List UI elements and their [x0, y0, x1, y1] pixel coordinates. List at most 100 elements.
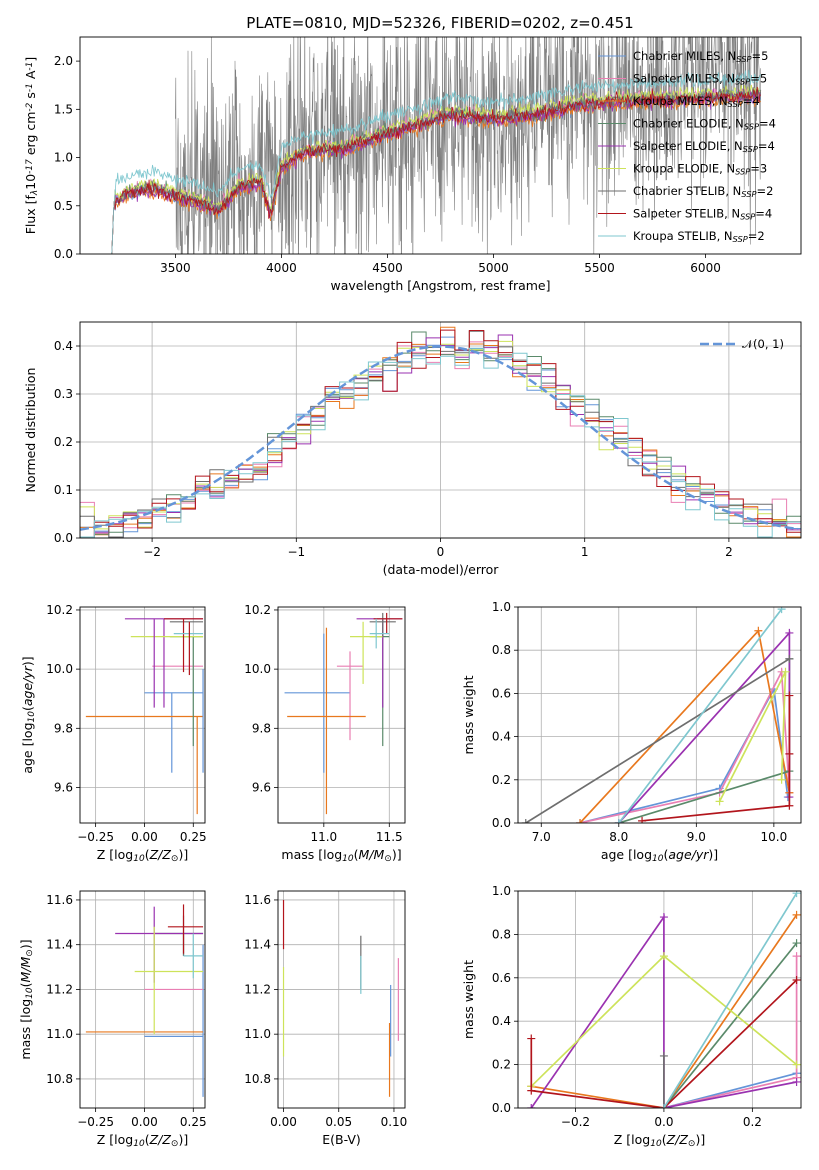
point-marker: [792, 910, 801, 919]
y-axis-label: mass [log10(M/M⊙)]: [18, 939, 35, 1059]
x-tick-label: 6000: [690, 261, 721, 275]
panel-spectrum: 3500 4000 4500 5000 5500 6000 0.0 0.5 1.0 1.5 2.0 w…: [23, 36, 802, 293]
y-tick-label: 11.6: [46, 893, 73, 907]
x-tick-label: −2: [143, 545, 161, 559]
weight-line: [618, 658, 791, 823]
y-tick-label: 11.4: [244, 938, 271, 952]
x-tick-label: −0.2: [561, 1115, 590, 1129]
model-line-salpeter-stelib: [111, 86, 761, 254]
panel-age_mass: 11.0 11.5 9.6 9.8 10.0 10.2 mass [log10(M/M⊙)]: [244, 603, 406, 864]
panel-mass_Z: −0.25 0.00 0.25 10.8 11.0 11.2 11.4 11.6 Z [log1…: [18, 890, 207, 1149]
y-tick-label: 9.6: [252, 780, 271, 794]
y-tick-label: 1.0: [492, 884, 511, 898]
x-tick-label: 0: [437, 545, 445, 559]
y-tick-label: 1.0: [54, 151, 73, 165]
panel-weight_age: 7.0 8.0 9.0 10.0 0.0 0.2 0.4 0.6 0.8 1.0 age [log1…: [461, 600, 802, 864]
point-marker: [527, 1086, 536, 1095]
x-tick-label: 0.05: [325, 1115, 352, 1129]
weight-line: [618, 608, 783, 823]
legend-entry: Kroupa ELODIE, NSSP=3: [633, 162, 767, 177]
y-tick-label: 0.2: [54, 435, 73, 449]
x-axis-label: wavelength [Angstrom, rest frame]: [330, 278, 550, 293]
weight-line: [663, 942, 798, 1108]
y-tick-label: 11.0: [244, 1027, 271, 1041]
plot-area: [527, 891, 801, 1108]
point-marker: [715, 797, 724, 806]
model-line-kroupa-stelib: [111, 69, 762, 254]
y-tick-label: 10.0: [46, 662, 73, 676]
point-marker: [792, 1060, 801, 1069]
x-axis-label: mass [log10(M/M⊙)]: [281, 847, 401, 864]
x-tick-label: 0.2: [743, 1115, 762, 1129]
panel-histogram: −2 −1 0 1 2 0.0 0.1 0.2 0.3 0.4 (data-model)/error…: [23, 321, 802, 577]
point-marker: [785, 749, 794, 758]
y-tick-label: 0.0: [492, 816, 511, 830]
x-axis-label: (data-model)/error: [383, 562, 500, 577]
point-marker: [792, 952, 801, 961]
panel-age_Z: −0.25 0.00 0.25 9.6 9.8 10.0 10.2 Z [log10(Z/Z⊙…: [20, 603, 207, 864]
x-tick-label: 5500: [584, 261, 615, 275]
point-marker: [785, 654, 794, 663]
point-marker: [777, 775, 786, 784]
point-marker: [792, 975, 801, 984]
y-tick-label: 0.6: [492, 686, 511, 700]
y-tick-label: 0.0: [54, 247, 73, 261]
axes-frame: [79, 36, 802, 255]
x-tick-label: 0.00: [270, 1115, 297, 1129]
y-tick-label: 0.2: [492, 773, 511, 787]
y-tick-label: 11.2: [244, 982, 271, 996]
x-tick-label: −0.25: [77, 830, 114, 844]
legend-entry: Salpeter MILES, NSSP=5: [633, 72, 767, 87]
x-tick-label: 3500: [160, 261, 191, 275]
point-marker: [781, 667, 790, 676]
x-tick-label: 7.0: [532, 830, 551, 844]
x-tick-label: 8.0: [609, 830, 628, 844]
y-tick-label: 0.6: [492, 971, 511, 985]
plot-area: [282, 899, 399, 1097]
plot-area: [284, 612, 403, 815]
y-tick-label: 0.2: [492, 1058, 511, 1072]
y-tick-label: 0.4: [492, 1014, 511, 1028]
legend-entry: 𝒩(0, 1): [742, 337, 784, 351]
legend-entry: Salpeter STELIB, NSSP=4: [633, 207, 772, 222]
point-marker: [785, 691, 794, 700]
x-tick-label: 1: [581, 545, 589, 559]
legend-entry: Chabrier MILES, NSSP=5: [633, 49, 768, 64]
x-tick-label: −1: [287, 545, 305, 559]
y-tick-label: 11.2: [46, 982, 73, 996]
axes-frame: [277, 890, 406, 1109]
y-tick-label: 10.2: [244, 603, 271, 617]
x-tick-label: 0.25: [180, 830, 207, 844]
y-tick-label: 0.8: [492, 643, 511, 657]
y-axis-label: mass weight: [461, 675, 476, 754]
x-tick-label: 5000: [478, 261, 509, 275]
axes-frame: [79, 606, 206, 824]
plot-area: [80, 326, 801, 538]
y-tick-label: 9.8: [252, 721, 271, 735]
data-spectrum-line: [175, 37, 761, 254]
weight-line: [579, 668, 791, 823]
x-tick-label: 11.5: [376, 830, 403, 844]
point-marker: [754, 626, 763, 635]
point-marker: [785, 801, 794, 810]
point-marker: [576, 819, 585, 823]
legend-entry: Chabrier STELIB, NSSP=2: [633, 184, 773, 199]
weight-line: [530, 979, 798, 1108]
x-tick-label: 4000: [266, 261, 297, 275]
axes-frame: [277, 606, 406, 824]
point-marker: [659, 1104, 668, 1108]
panel-mass_EBV: 0.00 0.05 0.10 10.8 11.0 11.2 11.4 11.6 E(B-V): [244, 890, 407, 1147]
x-tick-label: 2: [725, 545, 733, 559]
legend-entry: Chabrier ELODIE, NSSP=4: [633, 117, 776, 132]
weight-line: [642, 695, 791, 822]
x-axis-label: age [log10(age/yr)]: [601, 847, 718, 864]
point-marker: [659, 913, 668, 922]
y-tick-label: 11.6: [244, 893, 271, 907]
legend-entry: Kroupa STELIB, NSSP=2: [633, 229, 765, 244]
y-axis-label: mass weight: [461, 960, 476, 1039]
y-tick-label: 9.6: [54, 780, 73, 794]
plot-area: [521, 607, 794, 823]
y-tick-label: 0.1: [54, 483, 73, 497]
weight-line: [530, 914, 797, 1108]
y-tick-label: 10.8: [46, 1072, 73, 1086]
